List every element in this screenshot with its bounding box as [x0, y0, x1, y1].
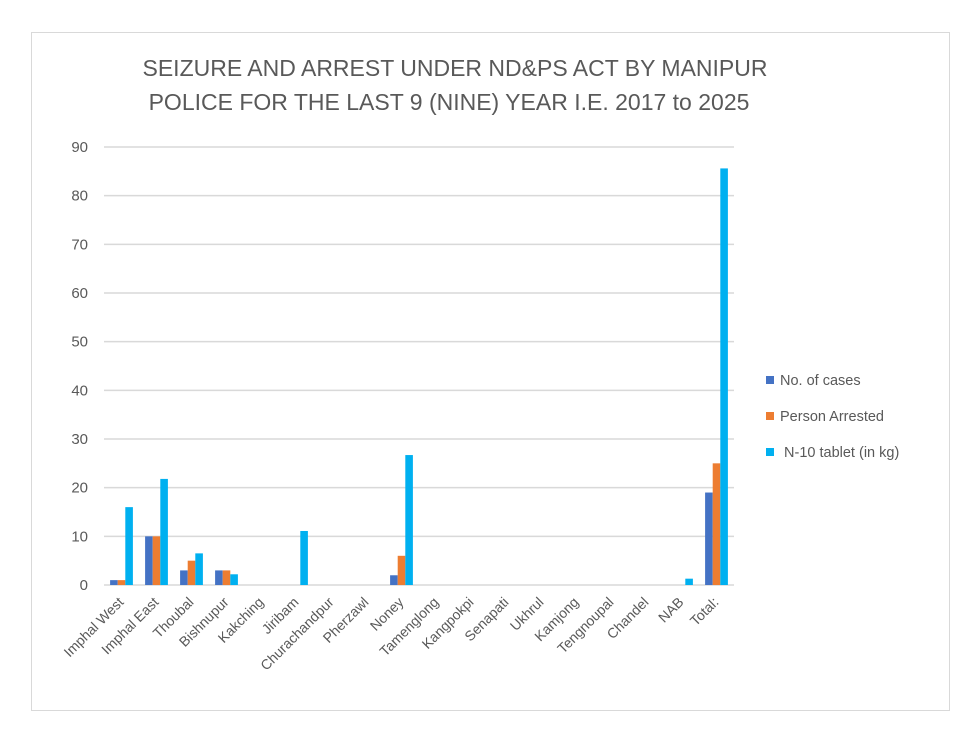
bar-no-of-cases-total- — [705, 492, 713, 585]
y-tick-label: 60 — [71, 285, 88, 302]
legend: No. of cases Person Arrested N-10 tablet … — [766, 373, 899, 461]
bar-person-arrested-imphal-east — [152, 536, 161, 585]
y-tick-label: 30 — [71, 431, 88, 448]
bar-no-of-cases-noney — [390, 575, 398, 585]
legend-label: No. of cases — [780, 373, 861, 389]
bar-person-arrested-total- — [712, 463, 721, 585]
bar-no-of-cases-bishnupur — [215, 570, 223, 585]
bar-person-arrested-thoubal — [187, 560, 196, 585]
bar-n-10-tablet-in-kg--total- — [720, 168, 728, 585]
x-tick-label: Total: — [687, 594, 722, 629]
chart-area — [31, 32, 950, 711]
y-tick-label: 80 — [71, 188, 88, 205]
bar-person-arrested-noney — [397, 555, 406, 585]
legend-swatch — [766, 376, 774, 384]
bar-n-10-tablet-in-kg--imphal-east — [160, 478, 168, 585]
legend-label: Person Arrested — [780, 409, 884, 425]
legend-swatch — [766, 412, 774, 420]
bar-no-of-cases-imphal-east — [145, 536, 153, 585]
gridlines — [104, 146, 734, 586]
y-tick-label: 40 — [71, 382, 88, 399]
legend-label: N-10 tablet (in kg) — [780, 445, 899, 461]
x-tick-label: NAB — [655, 594, 687, 626]
bars — [110, 168, 728, 585]
chart-title: SEIZURE AND ARREST UNDER ND&PS ACT BY MA… — [143, 55, 768, 115]
bar-n-10-tablet-in-kg--thoubal — [195, 553, 203, 585]
y-tick-label: 10 — [71, 528, 88, 545]
y-tick-label: 70 — [71, 236, 88, 253]
y-tick-label: 0 — [80, 577, 88, 594]
bar-n-10-tablet-in-kg--jiribam — [300, 530, 308, 585]
chart-title-line-1: SEIZURE AND ARREST UNDER ND&PS ACT BY MA… — [143, 55, 768, 81]
bar-no-of-cases-thoubal — [180, 570, 188, 585]
bar-person-arrested-bishnupur — [222, 570, 231, 585]
y-tick-label: 50 — [71, 334, 88, 351]
bar-n-10-tablet-in-kg--noney — [405, 455, 413, 585]
bar-no-of-cases-imphal-west — [110, 580, 118, 585]
bar-person-arrested-imphal-west — [117, 580, 126, 585]
bar-n-10-tablet-in-kg--imphal-west — [125, 507, 133, 585]
bar-n-10-tablet-in-kg--nab — [685, 578, 693, 585]
legend-swatch — [766, 448, 774, 456]
y-tick-label: 90 — [71, 139, 88, 156]
chart-title-line-2: POLICE FOR THE LAST 9 (NINE) YEAR I.E. 2… — [149, 89, 750, 115]
y-tick-label: 20 — [71, 480, 88, 497]
y-axis: 0 10 20 30 40 50 60 70 80 90 — [71, 139, 88, 594]
bar-n-10-tablet-in-kg--bishnupur — [230, 574, 238, 585]
